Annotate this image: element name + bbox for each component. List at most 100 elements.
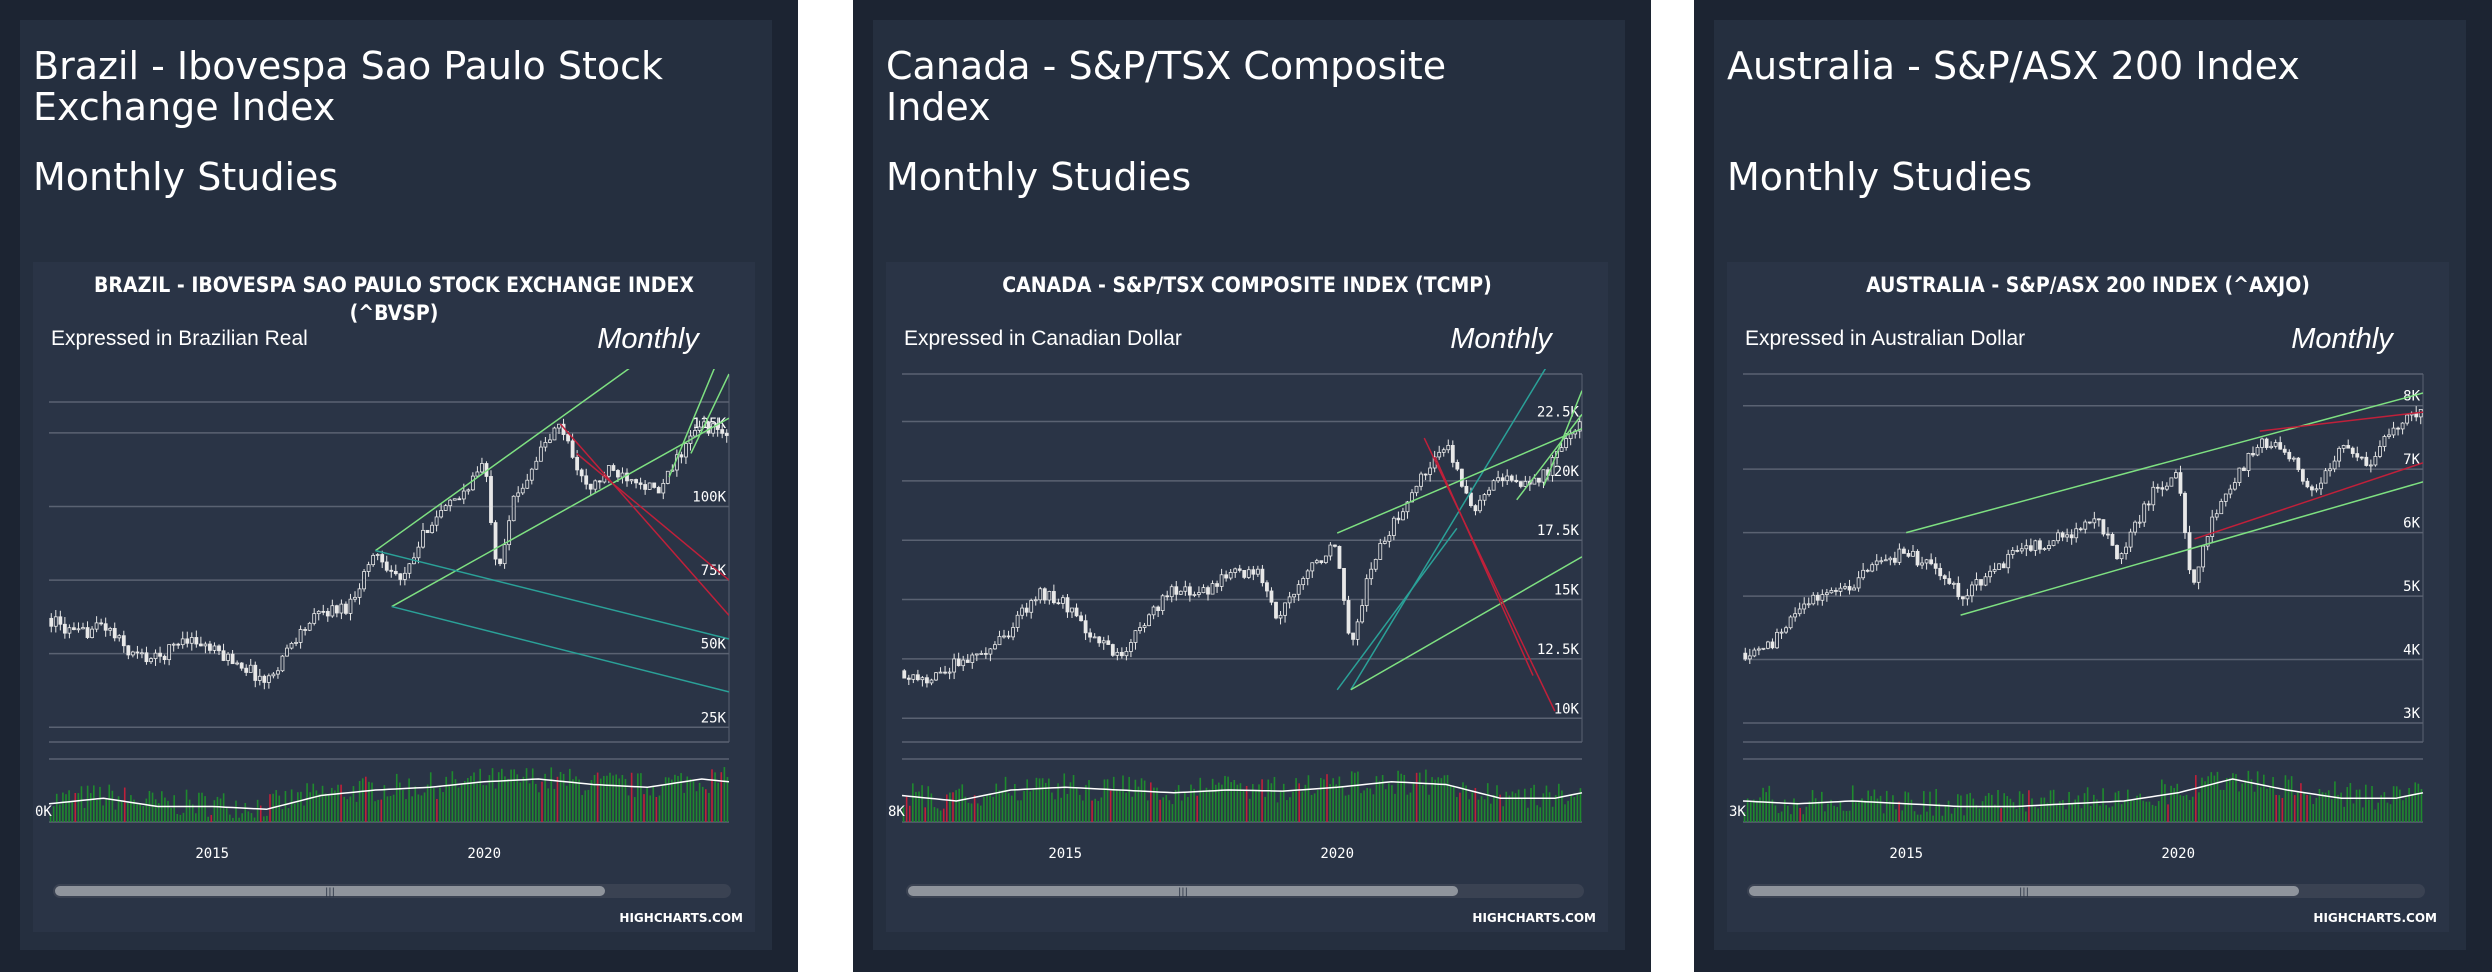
- candle-body[interactable]: [2196, 566, 2201, 583]
- candle-body[interactable]: [2142, 503, 2147, 523]
- candle-body[interactable]: [380, 554, 385, 563]
- candle-body[interactable]: [2151, 486, 2156, 506]
- candle-body[interactable]: [1047, 591, 1052, 601]
- candle-body[interactable]: [2382, 436, 2387, 447]
- candle-body[interactable]: [684, 443, 688, 458]
- candle-body[interactable]: [2337, 447, 2342, 462]
- candle-body[interactable]: [1210, 583, 1215, 595]
- candle-body[interactable]: [1020, 607, 1025, 616]
- candle-body[interactable]: [507, 520, 512, 546]
- candle-body[interactable]: [1947, 578, 1952, 584]
- candle-body[interactable]: [1187, 586, 1192, 596]
- candle-body[interactable]: [1892, 557, 1897, 563]
- candle-body[interactable]: [2060, 532, 2065, 538]
- candle-body[interactable]: [1287, 596, 1292, 604]
- candle-body[interactable]: [1165, 595, 1170, 598]
- candle-body[interactable]: [961, 659, 966, 667]
- candle-body[interactable]: [1029, 600, 1034, 613]
- candle-body[interactable]: [557, 423, 561, 429]
- candle-body[interactable]: [1183, 586, 1188, 592]
- candle-body[interactable]: [402, 572, 407, 580]
- candle-body[interactable]: [1829, 590, 1834, 594]
- scrollbar-thumb[interactable]: [55, 886, 605, 896]
- candle-body[interactable]: [661, 483, 666, 494]
- candle-body[interactable]: [2192, 569, 2196, 583]
- candle-body[interactable]: [943, 671, 947, 674]
- candle-body[interactable]: [208, 643, 212, 651]
- candle-body[interactable]: [2174, 472, 2178, 479]
- candle-body[interactable]: [130, 651, 135, 656]
- candle-body[interactable]: [1051, 591, 1056, 604]
- candle-body[interactable]: [1482, 494, 1487, 501]
- candle-body[interactable]: [2346, 445, 2351, 449]
- candle-body[interactable]: [366, 564, 371, 572]
- scrollbar-grip-icon[interactable]: |||: [1178, 887, 1188, 898]
- candle-body[interactable]: [2038, 540, 2042, 550]
- candle-body[interactable]: [538, 446, 543, 462]
- candle-body[interactable]: [1174, 586, 1179, 595]
- candle-body[interactable]: [135, 651, 140, 654]
- candle-body[interactable]: [384, 561, 389, 571]
- candle-body[interactable]: [629, 479, 634, 482]
- candle-body[interactable]: [1056, 602, 1061, 605]
- candle-body[interactable]: [1092, 636, 1097, 639]
- candle-body[interactable]: [1428, 467, 1433, 475]
- candle-body[interactable]: [362, 571, 366, 590]
- candle-body[interactable]: [1577, 421, 1582, 432]
- candle-body[interactable]: [448, 499, 453, 507]
- candle-body[interactable]: [1806, 603, 1811, 606]
- candle-body[interactable]: [2010, 550, 2015, 555]
- candle-body[interactable]: [144, 652, 149, 663]
- candle-body[interactable]: [176, 643, 181, 646]
- candle-body[interactable]: [1743, 652, 1748, 660]
- candle-body[interactable]: [2069, 534, 2074, 539]
- candle-body[interactable]: [920, 677, 925, 681]
- candle-body[interactable]: [1496, 477, 1501, 482]
- candle-body[interactable]: [606, 465, 611, 477]
- candle-body[interactable]: [2137, 521, 2142, 524]
- candle-body[interactable]: [2101, 519, 2106, 535]
- candle-body[interactable]: [334, 605, 339, 614]
- candle-body[interactable]: [1151, 606, 1156, 616]
- candle-body[interactable]: [140, 652, 144, 655]
- highcharts-credit-link[interactable]: HIGHCHARTS.COM: [2313, 911, 2437, 925]
- candle-body[interactable]: [1274, 601, 1278, 619]
- candle-body[interactable]: [1110, 644, 1115, 656]
- candle-body[interactable]: [2246, 453, 2251, 471]
- candle-body[interactable]: [1874, 560, 1879, 566]
- candle-body[interactable]: [2087, 521, 2092, 524]
- candle-body[interactable]: [693, 430, 697, 437]
- candle-body[interactable]: [1387, 535, 1392, 542]
- candle-body[interactable]: [2065, 534, 2070, 538]
- candle-body[interactable]: [167, 644, 172, 661]
- candle-body[interactable]: [1160, 595, 1165, 611]
- candle-body[interactable]: [1437, 451, 1442, 458]
- candle-body[interactable]: [498, 558, 502, 565]
- candle-body[interactable]: [2219, 500, 2224, 515]
- candle-body[interactable]: [162, 655, 167, 661]
- candle-body[interactable]: [597, 480, 602, 483]
- candle-body[interactable]: [516, 492, 521, 497]
- candle-body[interactable]: [697, 426, 702, 431]
- candle-body[interactable]: [1233, 568, 1238, 573]
- candle-body[interactable]: [2400, 422, 2405, 430]
- candle-body[interactable]: [149, 658, 153, 663]
- candle-body[interactable]: [1541, 469, 1546, 483]
- candle-body[interactable]: [956, 658, 961, 667]
- candle-body[interactable]: [1500, 477, 1505, 482]
- candle-body[interactable]: [2169, 477, 2174, 487]
- candle-body[interactable]: [1883, 559, 1888, 562]
- candle-body[interactable]: [1820, 594, 1825, 601]
- candle-body[interactable]: [230, 653, 235, 665]
- candle-body[interactable]: [952, 658, 957, 673]
- candle-body[interactable]: [2160, 487, 2165, 490]
- candle-body[interactable]: [1450, 445, 1455, 463]
- candle-body[interactable]: [1938, 567, 1943, 577]
- candle-body[interactable]: [1178, 590, 1183, 595]
- scrollbar-thumb[interactable]: [1749, 886, 2299, 896]
- candle-body[interactable]: [2056, 532, 2060, 542]
- candle-body[interactable]: [203, 643, 208, 647]
- candle-body[interactable]: [1206, 587, 1210, 595]
- candle-body[interactable]: [2314, 488, 2319, 491]
- candle-body[interactable]: [198, 643, 203, 647]
